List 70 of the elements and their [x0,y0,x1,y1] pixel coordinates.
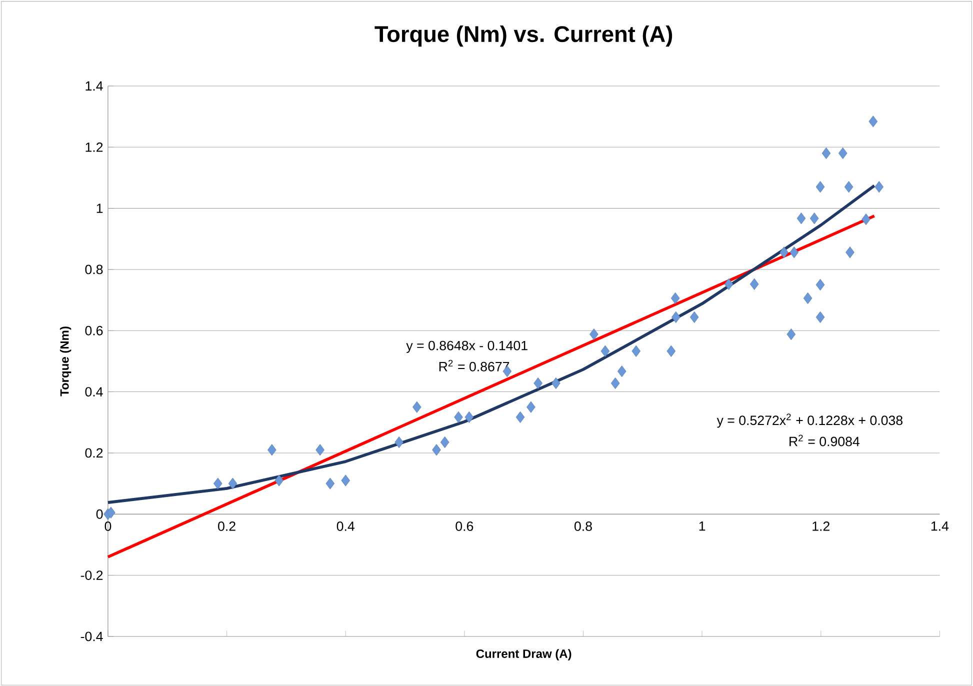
point [844,180,854,192]
point [868,115,878,128]
y-tick-label: -0.2 [80,570,103,580]
point [600,345,610,357]
x-tick-label: 0.8 [574,521,592,531]
point [440,436,450,448]
x-tick-label: 0.6 [456,521,474,531]
point [790,246,799,258]
point [750,278,759,290]
y-tick-label: 1.4 [86,81,103,90]
point [822,147,831,159]
point [838,147,848,159]
y-tick-label: 1 [96,203,103,213]
point [816,311,825,323]
point [394,436,404,448]
annotation: R$^{2}$ = 0.9084 [790,434,860,446]
chart-title: Torque (Nm) vs. Current (A) [374,25,672,46]
annotation: R$^{2}$ = 0.8677 [439,360,510,372]
point [796,212,806,224]
annotation: y = 0.5272x$^{2}$ + 0.1228x + 0.038 [716,413,902,428]
point [632,345,641,357]
point [268,444,276,456]
point [534,377,542,389]
y-tick-label: -0.4 [80,632,103,641]
x-tick-label: 0.2 [218,521,236,531]
point [617,365,626,377]
x-tick-label: 1.4 [931,521,949,530]
y-tick-label: 0.8 [85,264,103,274]
point [780,246,788,258]
point [552,377,560,389]
x-axis-title: Current Draw (A) [476,648,572,660]
x-tick-label: 1 [699,521,706,530]
y-tick-label: 0.2 [85,448,103,458]
y-tick-label: 0 [96,509,103,519]
x-tick-label: 1.2 [812,521,830,531]
point [516,411,525,423]
point [412,401,422,413]
point [454,411,463,423]
annotation: y = 0.8648x - 0.1401 [406,340,528,353]
point [213,478,222,490]
point [690,311,699,323]
point [874,180,884,192]
point [341,474,350,486]
point [810,212,819,224]
point [724,278,734,290]
point [590,328,598,340]
point [666,345,676,357]
point [316,444,324,456]
point [326,478,335,490]
point [610,377,620,389]
point [526,401,536,413]
point [274,474,284,486]
point [464,411,474,423]
point [862,213,870,225]
point [228,478,238,490]
y-tick-label: 0.4 [85,386,103,396]
x-tick-label: 0.4 [336,521,354,531]
x-tick-label: 0 [104,521,112,531]
point [106,506,116,518]
y-tick-label: 0.6 [85,326,103,336]
point [816,278,825,290]
y-tick-label: 1.2 [86,142,103,152]
y-axis-title: Torque (Nm) [60,326,72,396]
point [846,246,854,258]
point [432,444,441,456]
point [786,328,796,340]
point [816,180,825,192]
point [670,292,680,304]
point [672,311,680,323]
point [803,292,812,304]
